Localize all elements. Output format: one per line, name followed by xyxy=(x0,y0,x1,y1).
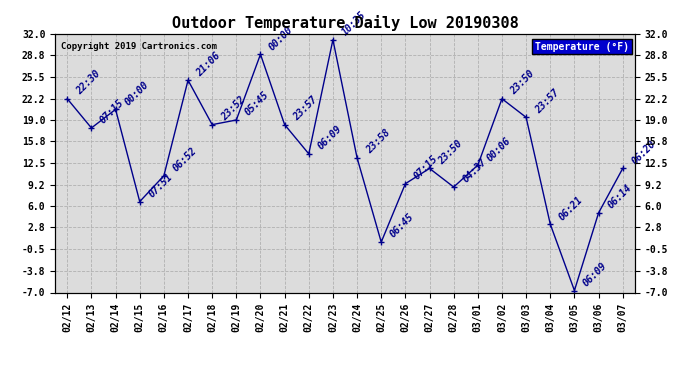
Text: 06:52: 06:52 xyxy=(171,146,199,174)
Text: 07:15: 07:15 xyxy=(413,154,440,182)
Text: Temperature (°F): Temperature (°F) xyxy=(535,42,629,51)
Text: 10:35: 10:35 xyxy=(340,10,368,38)
Text: 23:50: 23:50 xyxy=(437,138,464,166)
Text: 23:50: 23:50 xyxy=(509,69,537,97)
Text: 06:20: 06:20 xyxy=(630,138,658,166)
Text: 06:09: 06:09 xyxy=(316,124,344,152)
Text: 06:09: 06:09 xyxy=(582,261,609,288)
Text: 06:45: 06:45 xyxy=(388,212,416,240)
Text: 07:51: 07:51 xyxy=(147,172,175,200)
Title: Outdoor Temperature Daily Low 20190308: Outdoor Temperature Daily Low 20190308 xyxy=(172,15,518,31)
Text: 06:14: 06:14 xyxy=(606,183,633,211)
Text: 00:06: 00:06 xyxy=(485,135,513,163)
Text: 23:57: 23:57 xyxy=(533,87,561,115)
Text: 07:15: 07:15 xyxy=(99,98,126,126)
Text: 23:57: 23:57 xyxy=(292,94,319,123)
Text: 04:37: 04:37 xyxy=(461,157,489,185)
Text: 23:58: 23:58 xyxy=(364,128,392,156)
Text: 23:52: 23:52 xyxy=(219,94,247,123)
Text: Copyright 2019 Cartronics.com: Copyright 2019 Cartronics.com xyxy=(61,42,217,51)
Text: 05:45: 05:45 xyxy=(244,90,271,118)
Text: 21:06: 21:06 xyxy=(195,50,223,78)
Text: 06:21: 06:21 xyxy=(558,194,585,222)
Text: 22:30: 22:30 xyxy=(75,69,102,97)
Text: 00:00: 00:00 xyxy=(123,80,150,107)
Text: 00:00: 00:00 xyxy=(268,24,295,52)
